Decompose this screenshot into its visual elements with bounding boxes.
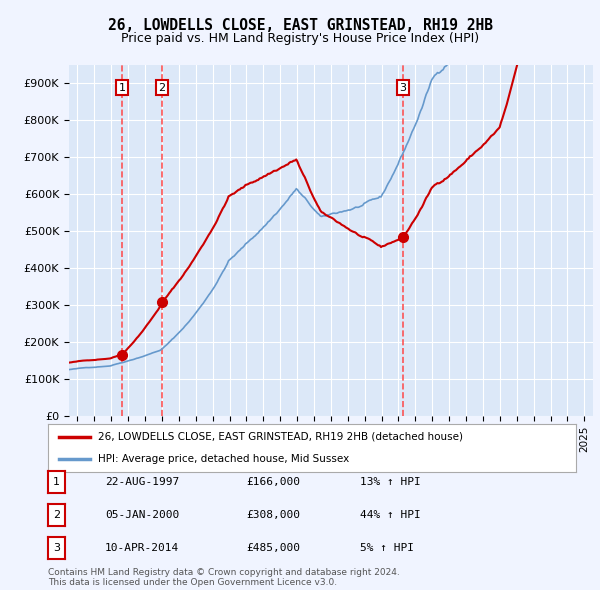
Text: 44% ↑ HPI: 44% ↑ HPI — [360, 510, 421, 520]
Text: 26, LOWDELLS CLOSE, EAST GRINSTEAD, RH19 2HB: 26, LOWDELLS CLOSE, EAST GRINSTEAD, RH19… — [107, 18, 493, 33]
Text: 3: 3 — [400, 83, 407, 93]
Text: 22-AUG-1997: 22-AUG-1997 — [105, 477, 179, 487]
Text: 2: 2 — [158, 83, 166, 93]
Text: £308,000: £308,000 — [246, 510, 300, 520]
Text: 26, LOWDELLS CLOSE, EAST GRINSTEAD, RH19 2HB (detached house): 26, LOWDELLS CLOSE, EAST GRINSTEAD, RH19… — [98, 432, 463, 442]
Text: 2: 2 — [53, 510, 60, 520]
Text: Price paid vs. HM Land Registry's House Price Index (HPI): Price paid vs. HM Land Registry's House … — [121, 32, 479, 45]
Text: 1: 1 — [119, 83, 125, 93]
Text: 1: 1 — [53, 477, 60, 487]
Text: Contains HM Land Registry data © Crown copyright and database right 2024.
This d: Contains HM Land Registry data © Crown c… — [48, 568, 400, 587]
Text: 10-APR-2014: 10-APR-2014 — [105, 543, 179, 553]
Text: £485,000: £485,000 — [246, 543, 300, 553]
Text: 13% ↑ HPI: 13% ↑ HPI — [360, 477, 421, 487]
Text: HPI: Average price, detached house, Mid Sussex: HPI: Average price, detached house, Mid … — [98, 454, 349, 464]
Text: £166,000: £166,000 — [246, 477, 300, 487]
Text: 05-JAN-2000: 05-JAN-2000 — [105, 510, 179, 520]
Text: 5% ↑ HPI: 5% ↑ HPI — [360, 543, 414, 553]
Text: 3: 3 — [53, 543, 60, 553]
